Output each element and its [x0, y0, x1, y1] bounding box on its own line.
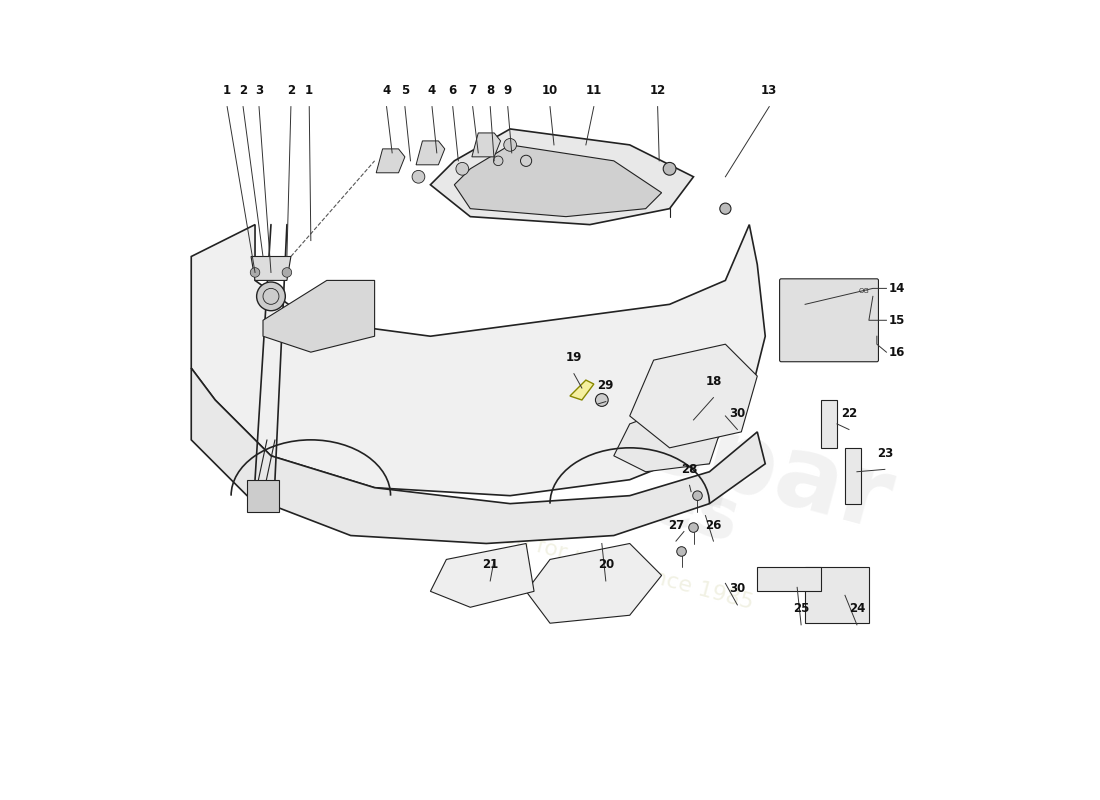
Polygon shape	[757, 567, 821, 591]
Polygon shape	[614, 400, 725, 472]
Text: 20: 20	[597, 558, 614, 571]
Polygon shape	[821, 400, 837, 448]
Polygon shape	[248, 480, 279, 512]
Text: 19: 19	[565, 351, 582, 364]
Text: 6: 6	[449, 84, 456, 97]
Circle shape	[282, 268, 292, 278]
Circle shape	[676, 546, 686, 556]
Polygon shape	[430, 129, 693, 225]
Circle shape	[595, 394, 608, 406]
Polygon shape	[430, 543, 535, 607]
Circle shape	[256, 282, 285, 310]
Text: 4: 4	[383, 84, 390, 97]
FancyBboxPatch shape	[780, 279, 879, 362]
Polygon shape	[629, 344, 757, 448]
Text: 1: 1	[305, 84, 314, 97]
Text: 2: 2	[287, 84, 295, 97]
Circle shape	[250, 268, 260, 278]
Text: 4: 4	[428, 84, 436, 97]
Text: eurospar: eurospar	[389, 328, 902, 552]
Text: 9: 9	[504, 84, 512, 97]
Text: 2: 2	[239, 84, 248, 97]
Text: 14: 14	[889, 282, 905, 295]
Text: 7: 7	[469, 84, 476, 97]
Text: 1: 1	[223, 84, 231, 97]
Circle shape	[689, 522, 698, 532]
Circle shape	[504, 138, 517, 151]
Text: a passion for parts since 1985: a passion for parts since 1985	[425, 506, 755, 613]
Text: 18: 18	[705, 375, 722, 388]
Text: 25: 25	[793, 602, 810, 615]
Text: 26: 26	[705, 518, 722, 531]
Text: 28: 28	[681, 462, 697, 476]
Text: 21: 21	[482, 558, 498, 571]
Text: OG: OG	[858, 288, 869, 294]
Circle shape	[719, 203, 732, 214]
Polygon shape	[263, 281, 375, 352]
Polygon shape	[251, 257, 290, 281]
Circle shape	[494, 156, 503, 166]
Circle shape	[693, 491, 702, 501]
Text: 30: 30	[729, 582, 746, 595]
Text: 16: 16	[889, 346, 905, 358]
Text: 30: 30	[729, 407, 746, 420]
Text: 24: 24	[849, 602, 865, 615]
Text: 22: 22	[840, 407, 857, 420]
Circle shape	[455, 162, 469, 175]
Polygon shape	[526, 543, 661, 623]
Polygon shape	[845, 448, 861, 504]
Polygon shape	[376, 149, 405, 173]
Polygon shape	[191, 225, 766, 496]
Text: 27: 27	[668, 518, 684, 531]
Text: es: es	[640, 466, 747, 557]
Text: 10: 10	[542, 84, 558, 97]
Text: 3: 3	[255, 84, 263, 97]
Text: 15: 15	[889, 314, 905, 326]
Polygon shape	[805, 567, 869, 623]
Polygon shape	[570, 380, 594, 400]
Text: 8: 8	[486, 84, 494, 97]
Polygon shape	[472, 133, 500, 157]
Polygon shape	[454, 145, 661, 217]
Text: 12: 12	[649, 84, 666, 97]
Text: 23: 23	[877, 446, 893, 460]
Text: 13: 13	[761, 84, 778, 97]
Text: 11: 11	[585, 84, 602, 97]
Text: 29: 29	[597, 379, 614, 392]
Text: 5: 5	[400, 84, 409, 97]
Circle shape	[412, 170, 425, 183]
Polygon shape	[191, 368, 766, 543]
Polygon shape	[416, 141, 444, 165]
Circle shape	[663, 162, 676, 175]
